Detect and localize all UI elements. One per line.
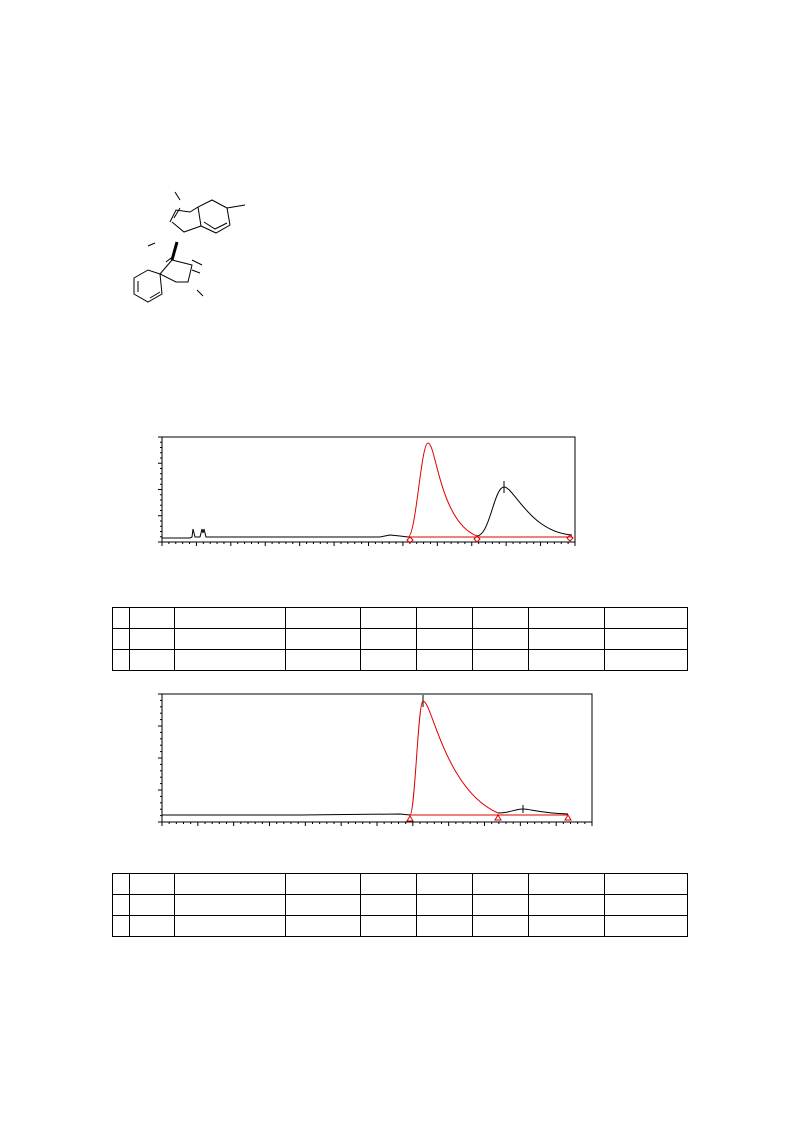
table-cell: [528, 915, 605, 937]
tick-group: [158, 436, 576, 546]
table-cell: [604, 649, 688, 671]
table-cell: [129, 873, 175, 895]
table-row: [112, 915, 688, 937]
bond: [191, 259, 203, 274]
table-cell: [112, 607, 130, 629]
trace: [497, 808, 569, 815]
bond: [169, 199, 231, 234]
table-cell: [528, 873, 605, 895]
table-row: [112, 894, 688, 916]
table-cell: [285, 894, 361, 916]
table-cell: [129, 649, 175, 671]
table-cell: [285, 628, 361, 650]
table-cell: [472, 915, 529, 937]
table-cell: [360, 607, 417, 629]
table-cell: [604, 915, 688, 937]
bond: [147, 242, 156, 247]
bond: [226, 204, 246, 209]
results-table-2: [112, 873, 688, 937]
table-cell: [174, 894, 286, 916]
bond: [171, 221, 202, 233]
bond: [133, 269, 163, 303]
integrated-peak: [407, 442, 478, 538]
table-cell: [129, 607, 175, 629]
table-row: [112, 649, 688, 671]
integration-marker: [406, 534, 574, 544]
plot-frame: [161, 693, 593, 823]
table-cell: [174, 915, 286, 937]
molecule: [133, 191, 246, 303]
bond: [159, 259, 193, 283]
table-body: [112, 873, 688, 937]
table-cell: [112, 915, 130, 937]
table-cell: [174, 873, 286, 895]
table-cell: [360, 915, 417, 937]
table-cell: [604, 607, 688, 629]
results-table-1: [112, 607, 688, 671]
table-cell: [472, 873, 529, 895]
integration-marker: [406, 814, 572, 822]
table-body: [112, 607, 688, 671]
table-cell: [285, 873, 361, 895]
table-cell: [112, 628, 130, 650]
tick-group: [158, 693, 593, 826]
table-cell: [174, 628, 286, 650]
table-cell: [528, 607, 605, 629]
bond: [173, 207, 181, 219]
table-cell: [285, 607, 361, 629]
table-cell: [528, 649, 605, 671]
trace: [162, 528, 409, 539]
chromatogram-1: [158, 436, 576, 546]
plot-frame: [161, 436, 576, 543]
table-cell: [416, 649, 473, 671]
table-cell: [360, 628, 417, 650]
table-cell: [528, 628, 605, 650]
table-cell: [416, 894, 473, 916]
bond: [137, 281, 161, 299]
table-cell: [604, 894, 688, 916]
bond: [165, 257, 204, 297]
table-cell: [174, 649, 286, 671]
table-row: [112, 628, 688, 650]
table-cell: [416, 628, 473, 650]
trace: [162, 813, 411, 816]
integrated-peak: [409, 700, 499, 816]
table-row: [112, 607, 688, 629]
table-cell: [112, 649, 130, 671]
table-cell: [472, 628, 529, 650]
table-cell: [112, 894, 130, 916]
table-cell: [604, 628, 688, 650]
table-cell: [129, 894, 175, 916]
table-cell: [416, 873, 473, 895]
bond: [174, 191, 181, 201]
table-row: [112, 873, 688, 895]
table-cell: [174, 607, 286, 629]
table-cell: [360, 649, 417, 671]
bond: [203, 221, 228, 230]
table-cell: [360, 873, 417, 895]
table-cell: [472, 894, 529, 916]
trace: [476, 486, 573, 537]
wedge-bond: [170, 241, 179, 261]
table-cell: [472, 649, 529, 671]
table-cell: [472, 607, 529, 629]
table-cell: [416, 607, 473, 629]
table-cell: [285, 649, 361, 671]
table-cell: [528, 894, 605, 916]
chromatogram-2: [158, 693, 593, 826]
table-cell: [129, 628, 175, 650]
table-cell: [604, 873, 688, 895]
table-cell: [112, 873, 130, 895]
table-cell: [129, 915, 175, 937]
table-cell: [285, 915, 361, 937]
table-cell: [360, 894, 417, 916]
table-cell: [416, 915, 473, 937]
